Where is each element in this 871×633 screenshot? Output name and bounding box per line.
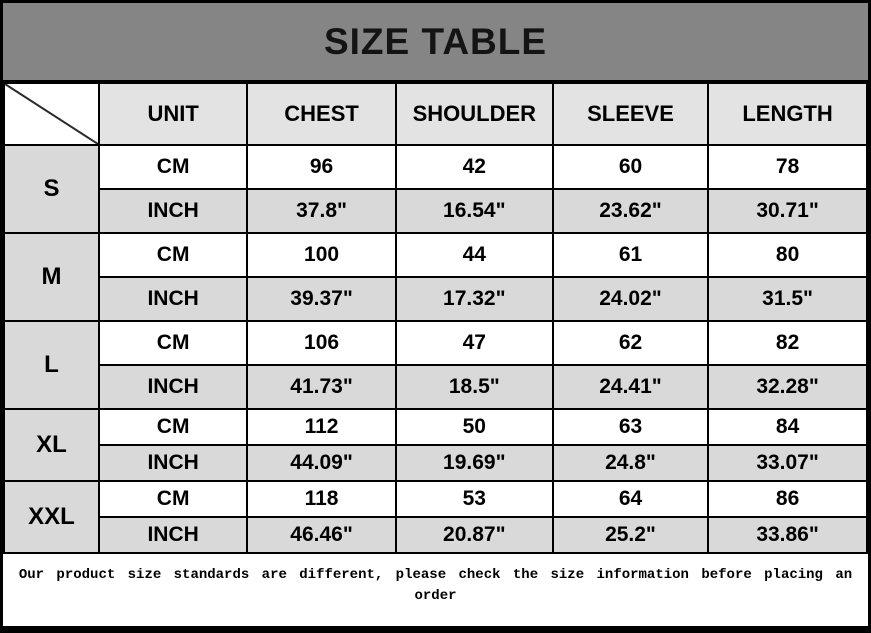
note-box: Our product size standards are different… [3, 554, 868, 626]
page-title: SIZE TABLE [323, 20, 548, 62]
measurement-cell: 64 [551, 480, 710, 518]
diagonal-cell [3, 82, 100, 146]
note-text: Our product size standards are different… [18, 567, 853, 604]
unit-cell: CM [97, 408, 249, 446]
table-row: INCH 41.73" 18.5" 24.41" 32.28" [4, 364, 868, 410]
table-row: L CM 106 47 62 82 [3, 320, 868, 410]
measurement-cell: 112 [246, 408, 397, 446]
size-label-xxl: XXL [3, 480, 100, 554]
size-label-m: M [3, 232, 100, 322]
unit-cell: INCH [97, 276, 249, 322]
measurement-cell: 96 [246, 144, 397, 190]
size-table: UNIT CHEST SHOULDER SLEEVE LENGTH S CM 9… [3, 82, 868, 554]
measurement-cell: 44 [394, 232, 554, 278]
unit-cell: INCH [97, 188, 249, 234]
measurement-cell: 41.73" [246, 364, 397, 410]
measurement-cell: 32.28" [707, 364, 868, 410]
measurement-cell: 60 [551, 144, 710, 190]
table-row: INCH 39.37" 17.32" 24.02" 31.5" [4, 276, 868, 322]
measurement-cell: 46.46" [246, 516, 397, 554]
size-label-s: S [3, 144, 100, 234]
measurement-cell: 24.8" [551, 444, 710, 482]
measurement-cell: 19.69" [394, 444, 554, 482]
measurement-cell: 44.09" [246, 444, 397, 482]
header-row: UNIT CHEST SHOULDER SLEEVE LENGTH [3, 82, 868, 146]
measurement-cell: 33.86" [707, 516, 868, 554]
title-bar: SIZE TABLE [3, 3, 868, 82]
table-row: INCH 44.09" 19.69" 24.8" 33.07" [4, 444, 868, 482]
table-row: M CM 100 44 61 80 [3, 232, 868, 322]
measurement-cell: 84 [707, 408, 868, 446]
column-header-shoulder: SHOULDER [394, 82, 554, 146]
measurement-cell: 78 [707, 144, 868, 190]
measurement-cell: 37.8" [246, 188, 397, 234]
measurement-cell: 31.5" [707, 276, 868, 322]
measurement-cell: 30.71" [707, 188, 868, 234]
unit-cell: INCH [97, 364, 249, 410]
size-label-l: L [3, 320, 100, 410]
unit-cell: CM [97, 144, 249, 190]
measurement-cell: 47 [394, 320, 554, 366]
column-header-unit: UNIT [97, 82, 249, 146]
unit-cell: CM [97, 232, 249, 278]
measurement-cell: 24.41" [551, 364, 710, 410]
measurement-cell: 17.32" [394, 276, 554, 322]
measurement-cell: 25.2" [551, 516, 710, 554]
column-header-chest: CHEST [246, 82, 397, 146]
unit-cell: INCH [97, 444, 249, 482]
measurement-cell: 106 [246, 320, 397, 366]
measurement-cell: 61 [551, 232, 710, 278]
diagonal-line-icon [5, 84, 98, 144]
measurement-cell: 23.62" [551, 188, 710, 234]
unit-cell: CM [97, 480, 249, 518]
measurement-cell: 62 [551, 320, 710, 366]
measurement-cell: 16.54" [394, 188, 554, 234]
measurement-cell: 63 [551, 408, 710, 446]
column-header-length: LENGTH [707, 82, 868, 146]
unit-cell: INCH [97, 516, 249, 554]
measurement-cell: 24.02" [551, 276, 710, 322]
table-row: XL CM 112 50 63 84 [3, 408, 868, 482]
measurement-cell: 100 [246, 232, 397, 278]
measurement-cell: 82 [707, 320, 868, 366]
table-row: XXL CM 118 53 64 86 [3, 480, 868, 554]
unit-cell: CM [97, 320, 249, 366]
measurement-cell: 53 [394, 480, 554, 518]
measurement-cell: 18.5" [394, 364, 554, 410]
measurement-cell: 20.87" [394, 516, 554, 554]
measurement-cell: 33.07" [707, 444, 868, 482]
bottom-bar [3, 626, 868, 630]
measurement-cell: 50 [394, 408, 554, 446]
measurement-cell: 39.37" [246, 276, 397, 322]
column-header-sleeve: SLEEVE [551, 82, 710, 146]
measurement-cell: 86 [707, 480, 868, 518]
size-label-xl: XL [3, 408, 100, 482]
table-row: INCH 37.8" 16.54" 23.62" 30.71" [4, 188, 868, 234]
table-row: S CM 96 42 60 78 [3, 144, 868, 234]
measurement-cell: 42 [394, 144, 554, 190]
table-row: INCH 46.46" 20.87" 25.2" 33.86" [4, 516, 868, 554]
measurement-cell: 118 [246, 480, 397, 518]
measurement-cell: 80 [707, 232, 868, 278]
